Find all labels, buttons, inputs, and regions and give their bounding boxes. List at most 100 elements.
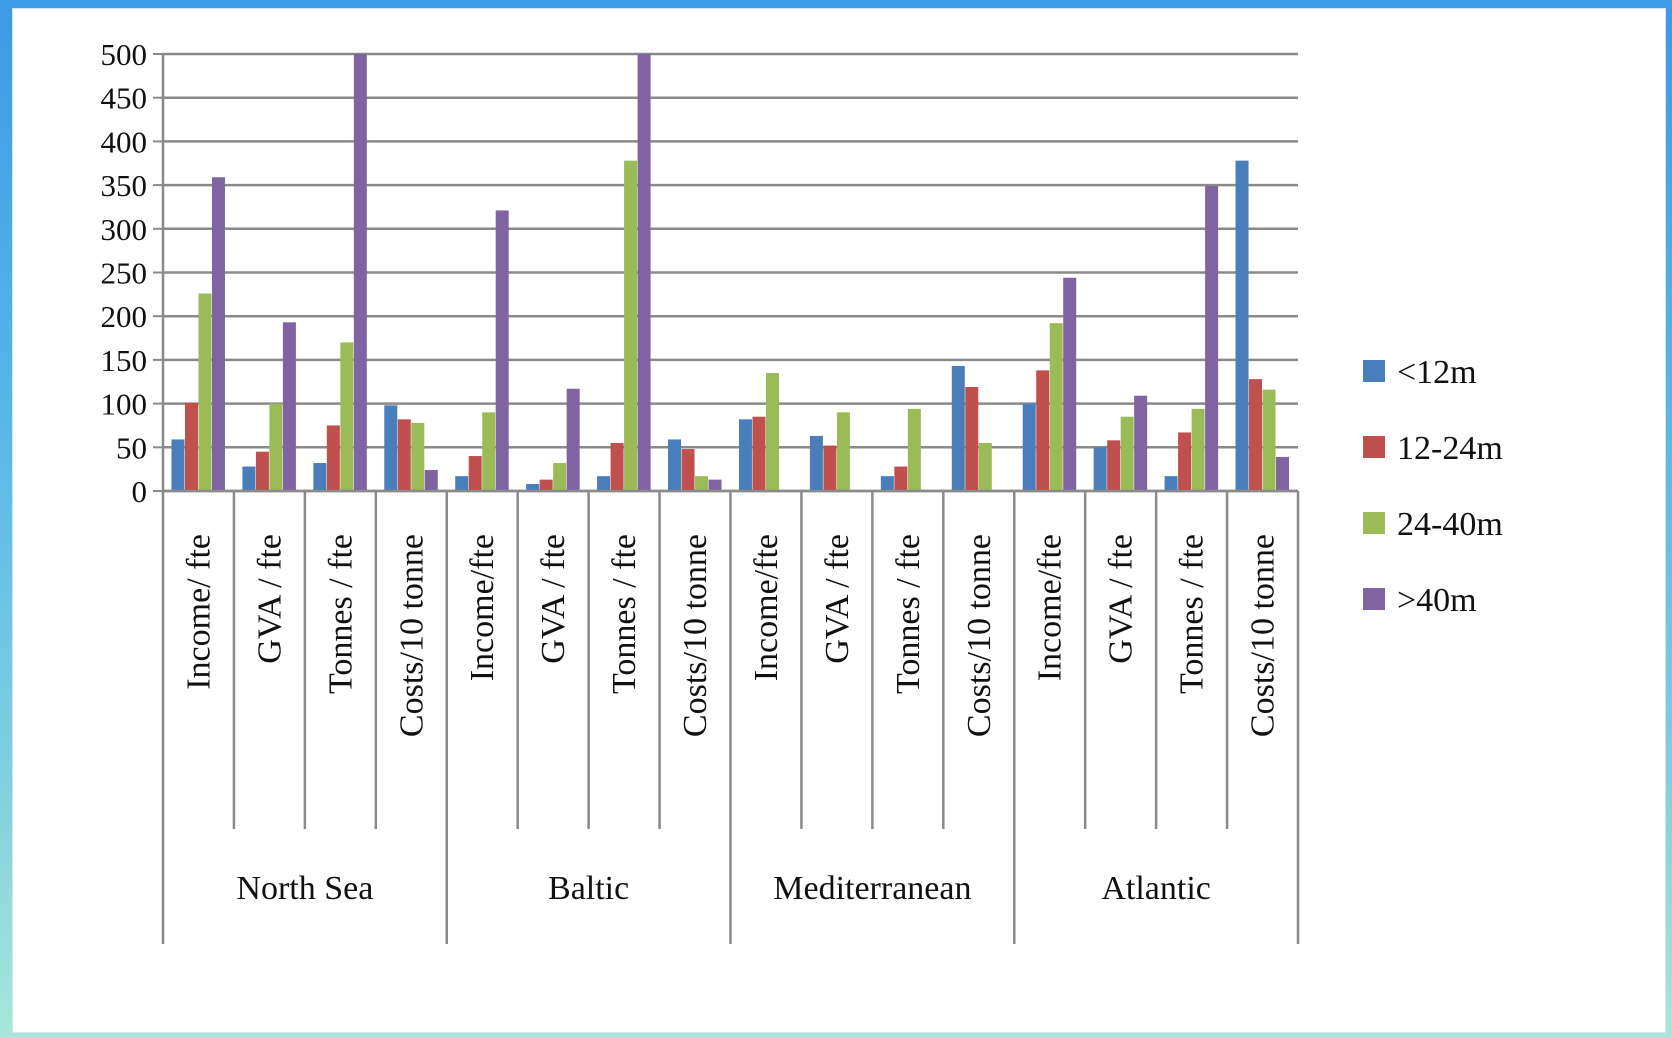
bar bbox=[1107, 440, 1121, 491]
bar bbox=[624, 160, 638, 492]
legend-swatch bbox=[1363, 512, 1385, 534]
bar bbox=[455, 476, 469, 491]
bar bbox=[823, 445, 837, 491]
bar bbox=[539, 479, 553, 491]
category-label: Income/ fte bbox=[180, 534, 217, 690]
y-tick-label: 100 bbox=[101, 387, 148, 422]
bar bbox=[1022, 403, 1036, 491]
bar bbox=[681, 449, 695, 491]
category-label: Tonnes / fte bbox=[322, 534, 359, 694]
bar bbox=[965, 386, 979, 491]
y-tick-label: 150 bbox=[101, 343, 148, 378]
bar bbox=[211, 177, 225, 491]
bar bbox=[1262, 389, 1276, 491]
legend-label: <12m bbox=[1397, 354, 1477, 391]
bar bbox=[482, 412, 496, 491]
bar bbox=[1134, 395, 1148, 491]
bar bbox=[738, 419, 752, 491]
category-label: Income/fte bbox=[464, 534, 501, 681]
category-label: Costs/10 tonne bbox=[1245, 534, 1282, 737]
bar bbox=[313, 463, 327, 491]
bar bbox=[1205, 185, 1219, 491]
bar bbox=[907, 408, 921, 491]
bar bbox=[269, 403, 283, 491]
bar bbox=[1049, 323, 1063, 491]
bar bbox=[1120, 416, 1134, 491]
bar bbox=[198, 293, 212, 491]
bar bbox=[340, 342, 354, 491]
bar bbox=[1249, 379, 1263, 491]
bar bbox=[597, 476, 611, 491]
bar bbox=[397, 419, 411, 491]
bar bbox=[1063, 277, 1077, 491]
chart-area: 0 50 100 150 200 250 300 350 400 450 500 Income/ ft… bbox=[12, 8, 1666, 1033]
bar bbox=[384, 405, 398, 491]
bar bbox=[1164, 476, 1178, 491]
group-label: North Sea bbox=[236, 870, 373, 907]
group-label: Atlantic bbox=[1101, 870, 1211, 907]
bar bbox=[526, 484, 540, 491]
bar bbox=[468, 456, 482, 491]
category-label: GVA / fte bbox=[535, 534, 572, 664]
bar bbox=[353, 54, 367, 491]
bar bbox=[282, 322, 296, 491]
legend-label: 24-40m bbox=[1397, 506, 1503, 543]
y-tick-label: 300 bbox=[101, 212, 148, 247]
category-label: Tonnes / fte bbox=[1174, 534, 1211, 694]
bar bbox=[1178, 432, 1192, 491]
bar bbox=[242, 466, 256, 491]
bar bbox=[184, 402, 198, 491]
legend-swatch bbox=[1363, 588, 1385, 610]
legend-label: >40m bbox=[1397, 582, 1477, 619]
bar bbox=[566, 388, 580, 491]
bar bbox=[695, 476, 709, 491]
y-tick-label: 450 bbox=[101, 81, 148, 116]
bar bbox=[637, 54, 651, 491]
category-label: Costs/10 tonne bbox=[393, 534, 430, 737]
bar bbox=[1235, 160, 1249, 492]
category-label: Tonnes / fte bbox=[890, 534, 927, 694]
category-label: GVA / fte bbox=[1103, 534, 1140, 664]
bar bbox=[411, 422, 425, 491]
bar bbox=[836, 412, 850, 491]
y-tick-label: 400 bbox=[101, 124, 148, 159]
bar bbox=[1093, 447, 1107, 491]
category-label: Income/fte bbox=[1032, 534, 1069, 681]
category-label: GVA / fte bbox=[819, 534, 856, 664]
category-label: Tonnes / fte bbox=[606, 534, 643, 694]
bar bbox=[1191, 408, 1205, 491]
category-label: Income/fte bbox=[748, 534, 785, 681]
bar bbox=[708, 479, 722, 491]
bar bbox=[668, 439, 682, 491]
category-label: GVA / fte bbox=[251, 534, 288, 664]
y-tick-label: 50 bbox=[116, 430, 147, 465]
category-label: Costs/10 tonne bbox=[961, 534, 998, 737]
group-label: Mediterranean bbox=[773, 870, 971, 907]
bar bbox=[765, 373, 779, 491]
group-label: Baltic bbox=[548, 870, 629, 907]
bar bbox=[894, 466, 908, 491]
bar bbox=[752, 416, 766, 491]
bar bbox=[495, 210, 509, 492]
bar-chart: 0 50 100 150 200 250 300 350 400 450 500 Income/ ft… bbox=[101, 37, 1503, 944]
bar bbox=[171, 439, 185, 491]
y-tick-label: 200 bbox=[101, 299, 148, 334]
bar bbox=[951, 366, 965, 491]
bar bbox=[424, 470, 438, 491]
bar bbox=[610, 442, 624, 491]
legend-swatch bbox=[1363, 360, 1385, 382]
bar bbox=[880, 476, 894, 491]
bar bbox=[553, 463, 567, 491]
bar bbox=[809, 435, 823, 491]
legend-label: 12-24m bbox=[1397, 430, 1503, 467]
y-tick-label: 0 bbox=[132, 474, 148, 509]
y-tick-label: 500 bbox=[101, 37, 148, 72]
legend-swatch bbox=[1363, 436, 1385, 458]
bar bbox=[1276, 456, 1290, 491]
y-tick-label: 250 bbox=[101, 256, 148, 291]
bar bbox=[255, 451, 269, 491]
bar bbox=[1036, 370, 1050, 491]
category-label: Costs/10 tonne bbox=[677, 534, 714, 737]
y-tick-label: 350 bbox=[101, 168, 148, 203]
bar bbox=[326, 425, 340, 491]
